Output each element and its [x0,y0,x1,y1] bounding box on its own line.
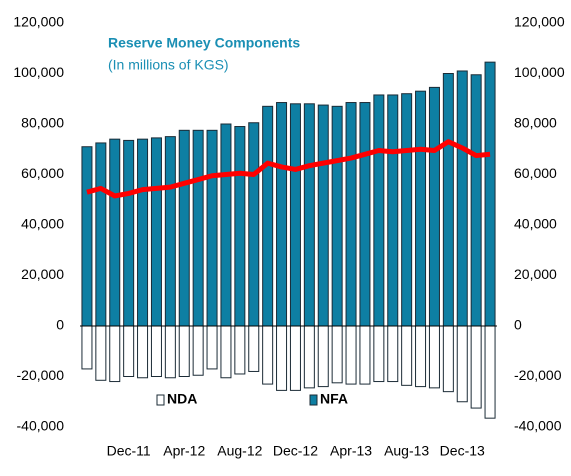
y2-tick-label: 0 [514,317,522,333]
bar [317,104,329,327]
bar [178,129,190,327]
y2-tick-label: -40,000 [514,418,562,434]
bar [220,325,232,379]
bar [401,93,413,327]
bar [387,325,399,383]
bar [137,138,149,327]
bar [95,142,107,327]
bar [442,325,454,393]
legend-label: NFA [320,391,348,407]
bar [81,325,93,370]
bar [303,103,315,327]
bar [234,126,246,327]
bar [470,74,482,327]
bar [289,103,301,327]
bar [248,122,260,327]
bar [387,94,399,327]
y2-tick-label: 80,000 [514,115,557,131]
y2-tick-label: 100,000 [514,64,565,80]
bar [470,325,482,409]
y-tick-label: -20,000 [17,367,65,383]
bar [373,94,385,327]
y-tick-label: 60,000 [21,165,64,181]
x-tick-label: Apr-12 [163,443,205,459]
chart-subtitle: (In millions of KGS) [108,57,229,73]
x-tick-label: Dec-11 [107,443,151,459]
y2-tick-label: 40,000 [514,216,557,232]
y-tick-label: -40,000 [17,418,65,434]
bar [248,325,260,372]
bar [192,129,204,327]
bar [81,146,93,327]
bar [331,325,343,384]
bar [442,73,454,327]
bar [484,61,496,327]
bar [262,105,274,327]
y-tick-label: 80,000 [21,115,64,131]
x-tick-label: Aug-12 [217,443,262,459]
bar [345,102,357,327]
bar [164,325,176,379]
bar [220,123,232,327]
bar [206,325,218,370]
bar [109,138,121,327]
bar [456,70,468,327]
bar [428,325,440,389]
bar [123,325,135,377]
bar [123,139,135,327]
bar [373,325,385,383]
x-tick-label: Aug-13 [384,443,429,459]
y-tick-label: 0 [56,317,64,333]
bar [415,90,427,327]
bar [137,325,149,379]
bar [484,325,496,419]
bar [178,325,190,377]
x-tick-label: Dec-12 [273,443,318,459]
bar [192,325,204,376]
bar [359,102,371,327]
bar [345,325,357,385]
y-tick-label: 20,000 [21,266,64,282]
bar [456,325,468,403]
legend-swatch [156,394,165,406]
bar [401,325,413,386]
bar [262,325,274,385]
bar [303,325,315,389]
line-series [86,139,491,199]
y2-tick-label: -20,000 [514,367,562,383]
y-tick-label: 120,000 [13,14,64,30]
legend-label: NDA [167,391,197,407]
y-tick-label: 100,000 [13,64,64,80]
bar [95,325,107,381]
chart-title: Reserve Money Components [108,35,300,51]
y2-tick-label: 120,000 [514,14,565,30]
bar [415,325,427,388]
bar [331,105,343,327]
bar [317,325,329,388]
bar [150,325,162,377]
bar [428,86,440,327]
legend-swatch [309,394,318,406]
x-tick-label: Dec-13 [440,443,485,459]
bar [276,102,288,327]
y2-tick-label: 20,000 [514,266,557,282]
bar [164,136,176,327]
bar [234,325,246,375]
bar [289,325,301,391]
bar [276,325,288,391]
y2-tick-label: 60,000 [514,165,557,181]
bar [109,325,121,383]
y-tick-label: 40,000 [21,216,64,232]
bar [359,325,371,385]
bar [206,129,218,327]
x-tick-label: Apr-13 [330,443,372,459]
bar [150,137,162,327]
